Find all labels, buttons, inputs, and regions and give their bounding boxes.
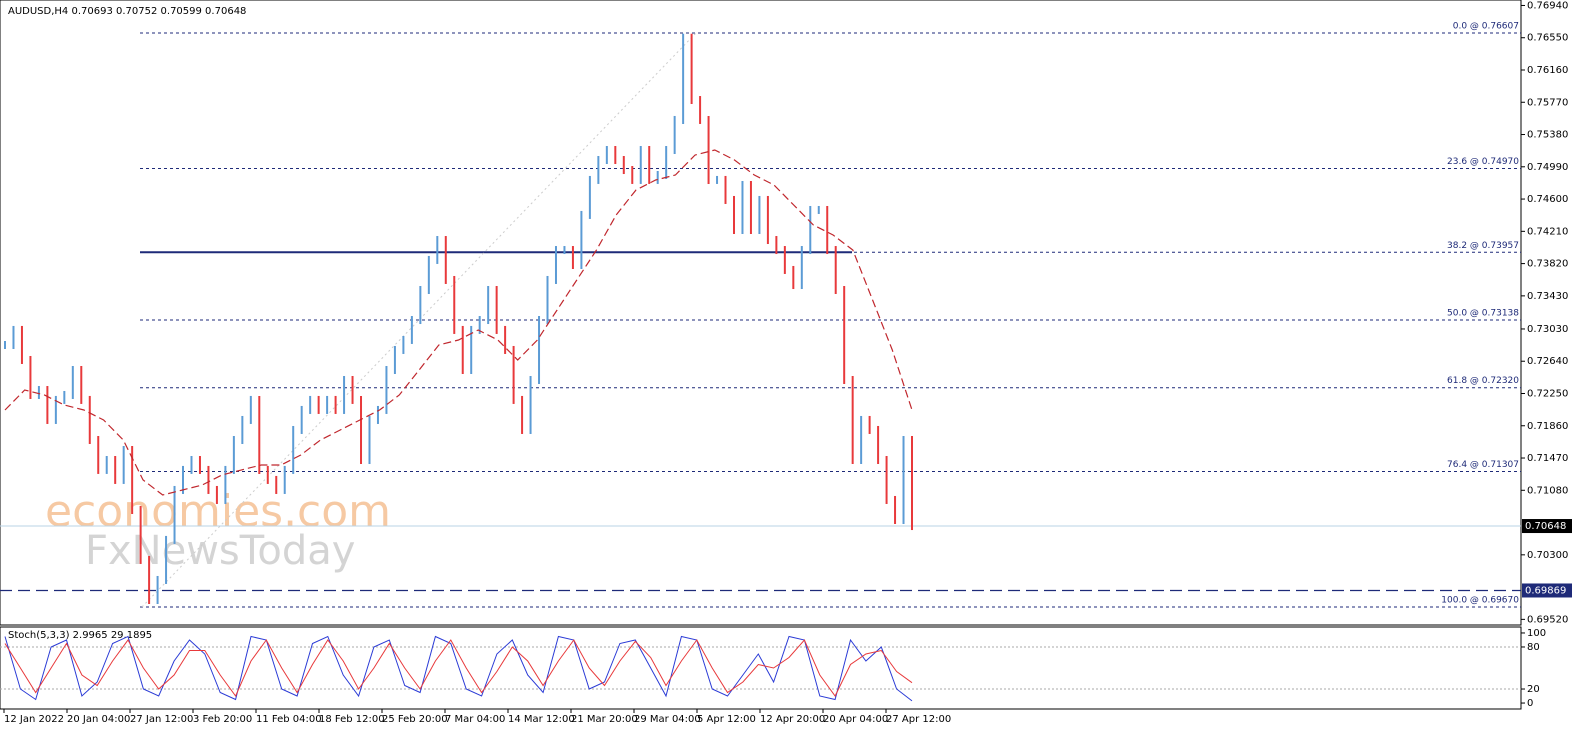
- y-tick-label: 0.74990: [1527, 162, 1568, 173]
- fib-label: 0.0 @ 0.76607: [1453, 22, 1519, 32]
- x-tick-label: 12 Jan 2022: [4, 714, 64, 725]
- y-tick-label: 0.70300: [1527, 550, 1568, 561]
- stoch-tick-label: 100: [1527, 628, 1546, 639]
- y-tick-label: 0.75380: [1527, 130, 1568, 141]
- current-price-label: 0.70648: [1525, 521, 1566, 532]
- main-panel: [0, 0, 1522, 626]
- stoch-line: [4, 639, 913, 697]
- hline-label-box: [1522, 583, 1572, 598]
- fib-label: 23.6 @ 0.74970: [1447, 157, 1519, 167]
- y-tick-label: 0.74210: [1527, 226, 1568, 237]
- y-tick-label: 0.72250: [1527, 388, 1568, 399]
- watermark: FxNewsToday: [85, 528, 355, 574]
- y-tick-label: 0.69520: [1527, 614, 1568, 625]
- x-tick-label: 7 Mar 04:00: [445, 714, 505, 725]
- x-tick-label: 27 Jan 12:00: [130, 714, 193, 725]
- hline-label: 0.69869: [1525, 585, 1566, 596]
- x-tick-label: 21 Mar 20:00: [571, 714, 638, 725]
- y-tick-label: 0.71470: [1527, 453, 1568, 464]
- y-tick-label: 0.73030: [1527, 324, 1568, 335]
- y-tick-label: 0.71080: [1527, 485, 1568, 496]
- x-tick-label: 12 Apr 20:00: [760, 714, 825, 725]
- fib-label: 100.0 @ 0.69670: [1441, 595, 1519, 605]
- x-tick-label: 20 Jan 04:00: [67, 714, 130, 725]
- stoch-panel: [0, 626, 1522, 710]
- y-tick-label: 0.73820: [1527, 259, 1568, 270]
- chart-title: AUDUSD,H4 0.70693 0.70752 0.70599 0.7064…: [8, 6, 246, 17]
- fib-label: 61.8 @ 0.72320: [1447, 376, 1519, 386]
- stoch-tick-label: 80: [1527, 642, 1540, 653]
- y-tick-label: 0.73430: [1527, 291, 1568, 302]
- x-tick-label: 18 Feb 12:00: [319, 714, 385, 725]
- fib-label: 38.2 @ 0.73957: [1447, 241, 1519, 251]
- fib-label: 76.4 @ 0.71307: [1447, 460, 1519, 470]
- y-tick-label: 0.72640: [1527, 356, 1568, 367]
- x-tick-label: 11 Feb 04:00: [256, 714, 322, 725]
- x-tick-label: 3 Feb 20:00: [193, 714, 252, 725]
- current-price-box: [1522, 519, 1572, 534]
- x-tick-label: 29 Mar 04:00: [634, 714, 701, 725]
- y-tick-label: 0.74600: [1527, 194, 1568, 205]
- y-tick-label: 0.71860: [1527, 421, 1568, 432]
- x-tick-label: 25 Feb 20:00: [382, 714, 448, 725]
- y-tick-label: 0.76550: [1527, 33, 1568, 44]
- watermark: economies.com: [45, 486, 391, 537]
- y-tick-label: 0.76940: [1527, 0, 1568, 11]
- y-tick-label: 0.76160: [1527, 65, 1568, 76]
- fib-label: 50.0 @ 0.73138: [1447, 309, 1519, 319]
- stoch-tick-label: 20: [1527, 684, 1540, 695]
- x-tick-label: 20 Apr 04:00: [823, 714, 888, 725]
- x-tick-label: 14 Mar 12:00: [508, 714, 575, 725]
- x-tick-label: 27 Apr 12:00: [886, 714, 951, 725]
- y-tick-label: 0.75770: [1527, 97, 1568, 108]
- stoch-tick-label: 0: [1527, 698, 1533, 709]
- stoch-title: Stoch(5,3,3) 2.9965 29.1895: [8, 630, 152, 641]
- x-tick-label: 5 Apr 12:00: [697, 714, 756, 725]
- stoch-line: [4, 635, 913, 702]
- moving-average: [4, 149, 913, 496]
